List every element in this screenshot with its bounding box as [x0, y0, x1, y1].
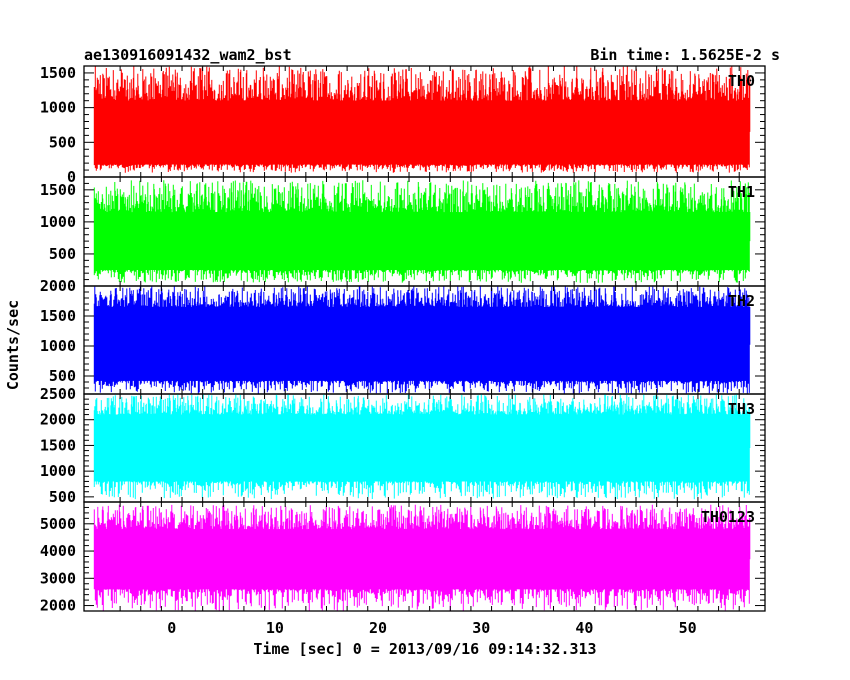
series-th1: [93, 180, 751, 283]
y-tick-label: 1000: [40, 337, 76, 355]
series-spikes: [93, 180, 751, 283]
y-tick-label: 500: [49, 367, 76, 385]
y-tick-label: 2000: [40, 597, 76, 615]
y-tick-label: 500: [49, 133, 76, 151]
panel-label: TH2: [728, 292, 755, 310]
series-th0: [93, 66, 751, 173]
panel-th3: 500 1000 1500 2000 2500 TH3: [40, 385, 766, 506]
panel-label: TH3: [728, 400, 755, 418]
y-tick-label: 4000: [40, 542, 76, 560]
x-tick-label: 0: [167, 619, 176, 637]
panel-th0: 0 500 1000 1500 TH0: [40, 64, 766, 186]
y-tick-label: 500: [49, 488, 76, 506]
panel-th2: 500 1000 1500 2000 TH2: [40, 277, 766, 395]
y-tick-label: 2000: [40, 277, 76, 295]
y-tick-label: 1000: [40, 462, 76, 480]
y-tick-label: 1500: [40, 436, 76, 454]
y-tick-label: 1500: [40, 307, 76, 325]
x-tick-label: 10: [266, 619, 284, 637]
bin-time-label: Bin time: 1.5625E-2 s: [590, 46, 780, 64]
panel-label: TH1: [728, 183, 755, 201]
panel-th1: 500 1000 1500 TH1: [40, 176, 766, 287]
chart-title: ae130916091432_wam2_bst: [84, 46, 292, 64]
x-axis-label: Time [sec] 0 = 2013/09/16 09:14:32.313: [253, 640, 596, 658]
panel-th0123: 2000 3000 4000 5000 TH0123: [40, 501, 766, 615]
y-tick-label: 0: [67, 168, 76, 186]
y-axis-label: Counts/sec: [4, 300, 22, 390]
series-th0123: [93, 504, 751, 611]
y-tick-label: 1500: [40, 181, 76, 199]
panel-label: TH0: [728, 72, 755, 90]
x-tick-label: 30: [472, 619, 490, 637]
y-tick-label: 2000: [40, 411, 76, 429]
y-tick-label: 5000: [40, 515, 76, 533]
series-spikes: [93, 394, 751, 500]
series-th3: [93, 394, 751, 500]
y-tick-label: 1000: [40, 99, 76, 117]
series-spikes: [93, 286, 751, 394]
y-tick-label: 500: [49, 245, 76, 263]
y-tick-label: 1000: [40, 213, 76, 231]
x-tick-label: 20: [369, 619, 387, 637]
series-spikes: [93, 504, 751, 611]
y-tick-label: 2500: [40, 385, 76, 403]
series-spikes: [93, 66, 751, 173]
series-th2: [93, 286, 751, 394]
panel-label: TH0123: [701, 508, 755, 526]
x-tick-label: 40: [575, 619, 593, 637]
y-tick-label: 1500: [40, 64, 76, 82]
x-tick-label: 50: [679, 619, 697, 637]
y-tick-label: 3000: [40, 569, 76, 587]
